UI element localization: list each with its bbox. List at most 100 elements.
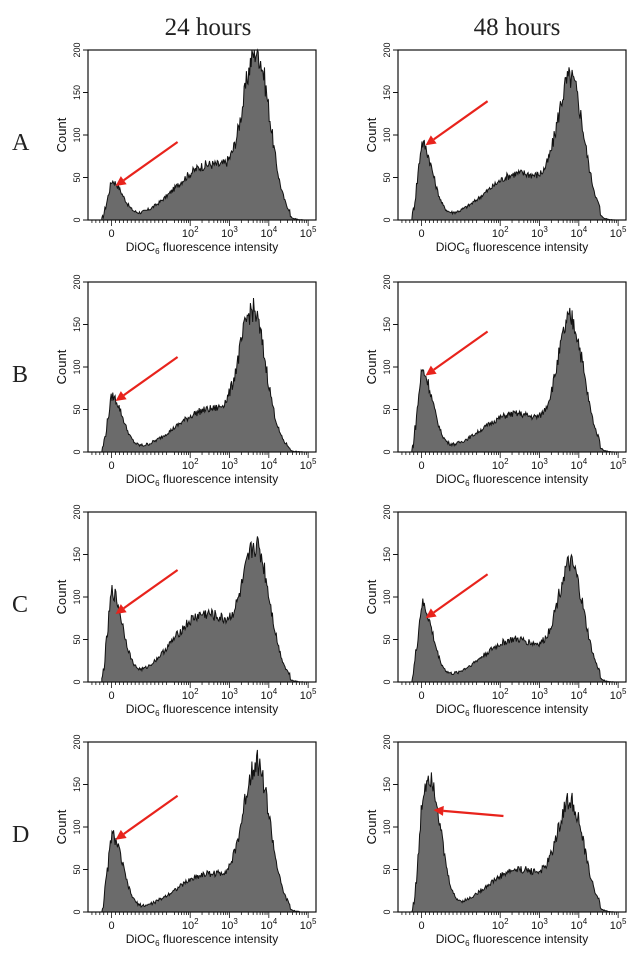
x-tick-label: 104 <box>570 687 587 702</box>
x-tick-label: 104 <box>260 687 277 702</box>
arrow-shaft <box>123 356 179 397</box>
y-tick-label: 200 <box>72 504 82 519</box>
arrow-shaft <box>433 100 489 141</box>
y-tick-label: 0 <box>382 679 392 684</box>
arrow-shaft <box>433 573 489 614</box>
y-tick-label: 150 <box>382 547 392 562</box>
y-tick-label: 50 <box>382 172 392 182</box>
y-tick-label: 100 <box>382 359 392 374</box>
x-axis-label: DiOC6 fluorescence intensity <box>126 702 279 718</box>
histogram-area <box>101 749 307 913</box>
arrow-head <box>115 176 127 186</box>
x-axis-label: DiOC6 fluorescence intensity <box>436 702 589 718</box>
y-tick-label: 200 <box>72 42 82 57</box>
x-tick-label: 102 <box>492 225 509 240</box>
y-tick-label: 50 <box>382 404 392 414</box>
x-tick-label: 105 <box>300 225 317 240</box>
x-tick-label: 105 <box>300 917 317 932</box>
y-tick-label: 50 <box>72 634 82 644</box>
arrow-head <box>433 805 444 816</box>
panel-B-48h: 0 50 100 150 200 Count 0 102 103 104 105 DiOC6 fluo… <box>364 274 627 488</box>
y-tick-label: 150 <box>382 85 392 100</box>
x-tick-label: 103 <box>531 457 548 472</box>
y-tick-label: 0 <box>382 217 392 222</box>
y-axis-label: Count <box>364 809 379 844</box>
y-tick-label: 50 <box>72 404 82 414</box>
x-tick-label: 103 <box>531 687 548 702</box>
y-axis-label: Count <box>364 349 379 384</box>
row-label-a: A <box>12 130 30 156</box>
y-tick-label: 150 <box>382 317 392 332</box>
y-tick-label: 150 <box>72 547 82 562</box>
x-tick-label: 105 <box>300 457 317 472</box>
y-tick-label: 150 <box>72 777 82 792</box>
y-tick-label: 0 <box>382 449 392 454</box>
arrow-head <box>115 391 127 401</box>
y-tick-label: 50 <box>382 864 392 874</box>
y-tick-label: 0 <box>72 679 82 684</box>
arrow-head <box>425 135 437 146</box>
x-tick-label: 104 <box>260 917 277 932</box>
y-tick-label: 0 <box>72 217 82 222</box>
panel-D-24h: 0 50 100 150 200 Count 0 102 103 104 105 DiOC6 fluo… <box>54 734 317 948</box>
y-axis-label: Count <box>364 579 379 614</box>
histogram-area <box>101 536 307 683</box>
arrow-head <box>425 365 437 376</box>
panel-A-24h: 0 50 100 150 200 Count 0 102 103 104 105 DiOC6 fluo… <box>54 42 317 256</box>
y-tick-label: 50 <box>382 634 392 644</box>
x-axis-label: DiOC6 fluorescence intensity <box>436 472 589 488</box>
histogram-area <box>101 297 307 453</box>
x-tick-label: 103 <box>221 917 238 932</box>
y-tick-label: 200 <box>72 274 82 289</box>
x-tick-label: 0 <box>419 920 425 932</box>
x-tick-label: 103 <box>221 687 238 702</box>
y-axis-label: Count <box>54 117 69 152</box>
histogram-area <box>101 48 307 221</box>
x-tick-label: 104 <box>260 457 277 472</box>
y-tick-label: 200 <box>382 734 392 749</box>
x-tick-label: 104 <box>570 917 587 932</box>
y-axis-label: Count <box>364 117 379 152</box>
x-tick-label: 102 <box>492 917 509 932</box>
x-tick-label: 102 <box>182 687 199 702</box>
x-tick-label: 102 <box>182 917 199 932</box>
histogram-area <box>411 772 617 913</box>
x-tick-label: 102 <box>182 457 199 472</box>
arrow-shaft <box>123 141 179 182</box>
row-label-b: B <box>12 362 29 388</box>
arrow-shaft <box>443 809 504 818</box>
x-tick-label: 102 <box>492 687 509 702</box>
y-tick-label: 150 <box>72 85 82 100</box>
panel-C-24h: 0 50 100 150 200 Count 0 102 103 104 105 DiOC6 fluo… <box>54 504 317 718</box>
x-tick-label: 103 <box>221 457 238 472</box>
panel-C-48h: 0 50 100 150 200 Count 0 102 103 104 105 DiOC6 fluo… <box>364 504 627 718</box>
column-title-48h: 48 hours <box>473 14 561 41</box>
y-axis-label: Count <box>54 349 69 384</box>
x-tick-label: 104 <box>570 225 587 240</box>
x-axis-label: DiOC6 fluorescence intensity <box>126 472 279 488</box>
arrow-head <box>115 829 127 840</box>
arrow-shaft <box>123 794 179 835</box>
panel-D-48h: 0 50 100 150 200 Count 0 102 103 104 105 DiOC6 fluo… <box>364 734 627 948</box>
x-tick-label: 103 <box>531 225 548 240</box>
y-axis-label: Count <box>54 579 69 614</box>
y-axis-label: Count <box>54 809 69 844</box>
x-axis-label: DiOC6 fluorescence intensity <box>436 240 589 256</box>
y-tick-label: 100 <box>72 819 82 834</box>
x-tick-label: 0 <box>419 228 425 240</box>
panel-B-24h: 0 50 100 150 200 Count 0 102 103 104 105 DiOC6 fluo… <box>54 274 317 488</box>
x-tick-label: 0 <box>109 690 115 702</box>
y-tick-label: 100 <box>72 359 82 374</box>
y-tick-label: 200 <box>382 42 392 57</box>
y-tick-label: 100 <box>382 819 392 834</box>
y-tick-label: 100 <box>382 589 392 604</box>
histogram-area <box>411 307 617 453</box>
x-tick-label: 104 <box>570 457 587 472</box>
x-tick-label: 0 <box>419 690 425 702</box>
x-tick-label: 105 <box>610 687 627 702</box>
x-tick-label: 102 <box>182 225 199 240</box>
y-tick-label: 100 <box>382 127 392 142</box>
y-tick-label: 150 <box>72 317 82 332</box>
y-tick-label: 0 <box>72 449 82 454</box>
